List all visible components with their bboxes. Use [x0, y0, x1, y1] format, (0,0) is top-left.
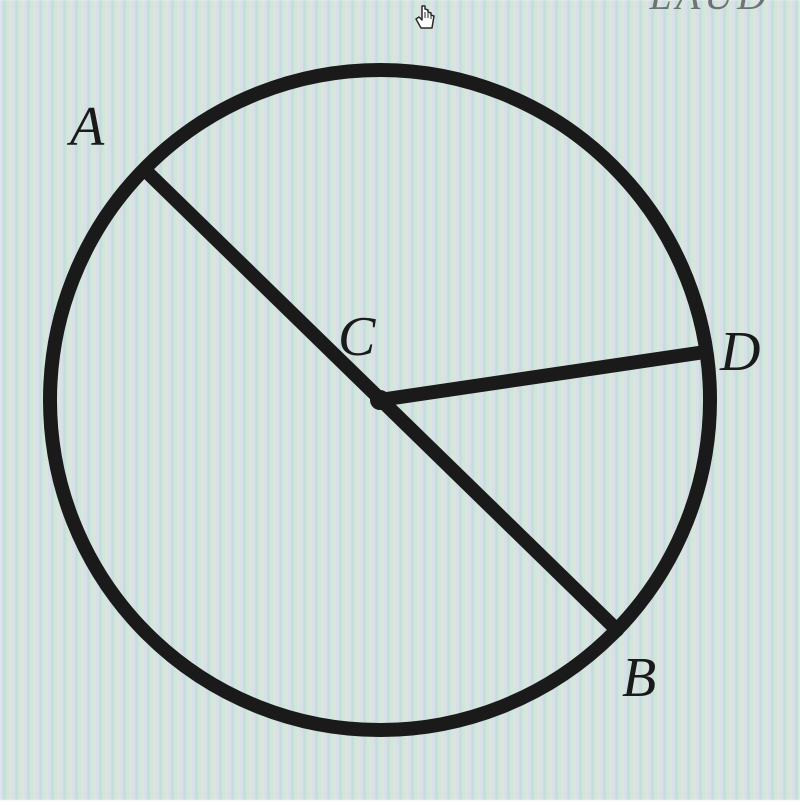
circle-diagram: A C D B	[0, 0, 800, 800]
label-A: A	[70, 95, 104, 159]
geometry-svg	[0, 0, 800, 800]
line-CD	[380, 352, 705, 400]
label-C: C	[338, 305, 375, 369]
label-B: B	[622, 646, 656, 710]
label-D: D	[720, 320, 760, 384]
cropped-text-fragment: LAUD	[650, 0, 770, 19]
center-point	[370, 390, 390, 410]
